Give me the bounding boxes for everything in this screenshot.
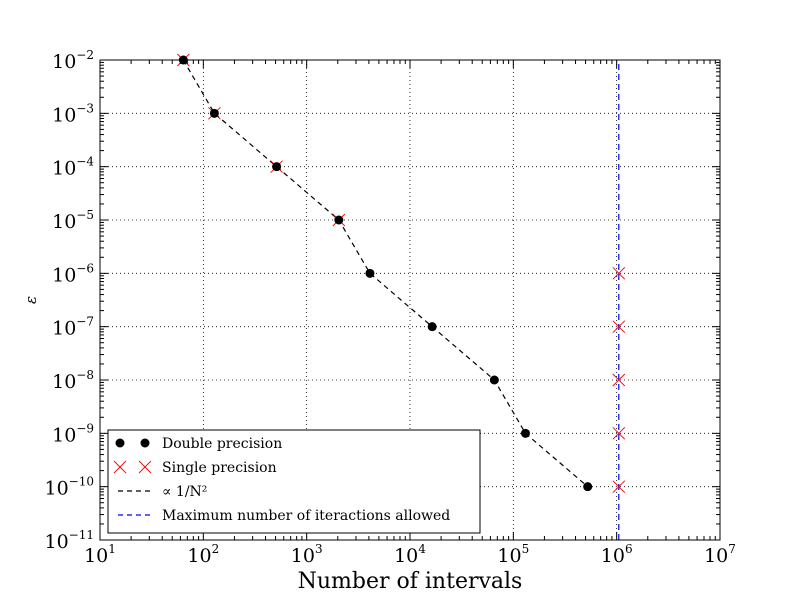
legend-box [107, 429, 481, 534]
axis-ticks [99, 59, 721, 541]
legend-entry: Maximum number of iteractions allowed [118, 508, 450, 524]
legend-circle-marker [115, 438, 125, 448]
y-tick-label: 10−6 [52, 261, 94, 286]
y-tick-label: 10−9 [52, 421, 94, 446]
y-tick-label: 10−8 [52, 368, 94, 393]
x-tick-label: 102 [187, 542, 219, 567]
data-series [176, 53, 626, 540]
legend-label: Single precision [162, 460, 277, 476]
grid-lines [100, 60, 720, 540]
legend-x-marker [138, 460, 152, 474]
x-marker-stroke [612, 320, 626, 333]
x-axis-title: Number of intervals [298, 569, 523, 594]
x-tick-labels: 101 102 103 104 105 106 107 [84, 542, 736, 567]
fit-line [182, 59, 589, 488]
double-precision-point [334, 215, 344, 225]
double-precision-point [272, 162, 282, 172]
legend: Double precision Single precision ∝ 1/N² Ma… [107, 429, 481, 534]
y-tick-label: 10−7 [52, 315, 94, 340]
double-precision-point [427, 322, 437, 332]
y-tick-labels: 10−2 10−3 10−4 10−5 10−6 10−7 10−8 10−9 10−10 10−… [44, 48, 94, 553]
x-marker-stroke [612, 373, 626, 387]
y-tick-label: 10−3 [52, 101, 94, 126]
x-tick-label: 104 [394, 542, 426, 567]
single-precision-point [612, 373, 626, 387]
single-precision-point [612, 320, 626, 333]
legend-label: Double precision [162, 436, 282, 452]
legend-circle-marker [140, 438, 150, 448]
y-tick-label: 10−11 [44, 528, 94, 553]
legend-x-marker [113, 460, 127, 474]
x-tick-label: 105 [497, 542, 529, 567]
x-marker-stroke [612, 267, 626, 280]
double-precision-point [489, 375, 499, 385]
y-tick-label: 10−2 [52, 48, 94, 73]
x-marker-stroke [612, 427, 626, 440]
double-precision-point [583, 482, 593, 492]
x-marker-stroke [612, 480, 626, 493]
y-tick-label: 10−4 [52, 155, 94, 180]
single-precision-point [612, 267, 626, 280]
x-tick-label: 103 [291, 542, 323, 567]
y-tick-label: 10−5 [52, 208, 94, 233]
double-precision-point [365, 268, 375, 278]
y-axis-title: ε [22, 296, 40, 304]
legend-entry: ∝ 1/N² [118, 484, 207, 500]
single-precision-point [612, 480, 626, 493]
double-precision-point [209, 108, 219, 118]
y-tick-label: 10−10 [44, 475, 94, 500]
legend-entry: Double precision [115, 436, 282, 452]
double-precision-point [520, 428, 530, 438]
legend-label: Maximum number of iteractions allowed [162, 508, 450, 524]
x-tick-label: 106 [601, 542, 633, 567]
legend-label: ∝ 1/N² [162, 484, 207, 500]
x-tick-label: 107 [704, 542, 736, 567]
single-precision-point [612, 427, 626, 440]
legend-entry: Single precision [113, 460, 277, 476]
x-tick-label: 101 [84, 542, 116, 567]
